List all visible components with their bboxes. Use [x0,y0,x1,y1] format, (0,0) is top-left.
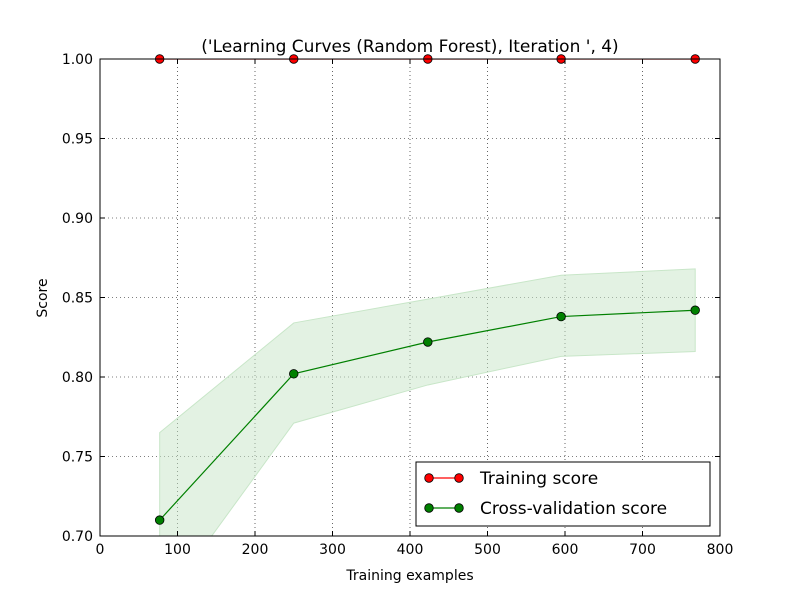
legend: Training score Cross-validation score [415,461,711,527]
x-tick-label: 200 [242,542,269,558]
legend-box [415,461,711,527]
series-1-point [423,337,433,347]
x-tick-label: 700 [629,542,656,558]
series-1-point [154,515,165,525]
legend-marker [424,473,434,483]
series-1-band [159,268,696,536]
legend-marker [454,473,464,483]
legend-marker [454,503,464,513]
legend-label: Training score [479,469,598,489]
y-tick-label: 0.70 [62,529,93,545]
chart-title: ('Learning Curves (Random Forest), Itera… [201,37,618,57]
legend-label: Cross-validation score [480,499,667,519]
y-tick-label: 0.85 [62,291,93,307]
x-tick-label: 400 [397,542,424,558]
x-tick-label: 600 [552,542,579,558]
x-tick-label: 800 [707,542,734,558]
x-tick-label: 300 [319,542,346,558]
legend-marker [424,503,434,513]
y-tick-label: 0.90 [62,211,93,227]
y-axis-label: Score [35,278,51,317]
series-1-point [690,305,700,315]
y-tick-label: 1.00 [62,52,93,68]
series-1-point [556,311,566,322]
x-tick-label: 0 [96,542,105,558]
y-axis-ticks: 0.70 0.75 0.80 0.85 0.90 0.95 1.00 [62,52,720,545]
y-tick-label: 0.75 [62,450,93,466]
y-tick-label: 0.80 [62,370,93,386]
series-1-point [289,369,299,379]
x-tick-label: 500 [474,542,501,558]
x-axis-label: Training examples [345,568,473,584]
bands [159,268,696,536]
y-tick-label: 0.95 [62,132,93,148]
x-axis-ticks: 0 100 200 300 400 500 600 700 800 [96,59,734,558]
x-tick-label: 100 [164,542,191,558]
